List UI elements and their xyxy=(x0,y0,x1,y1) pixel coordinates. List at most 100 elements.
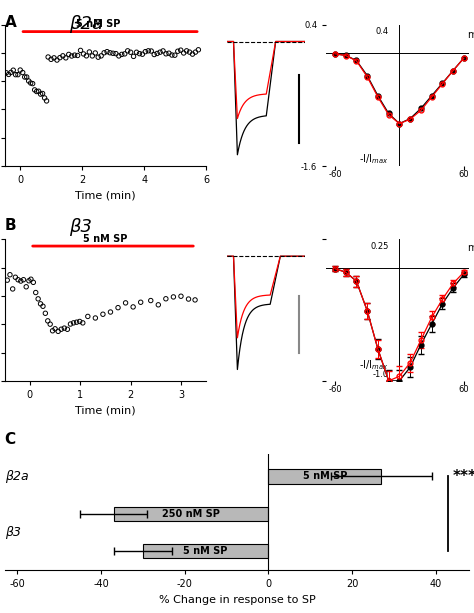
Point xyxy=(73,318,81,327)
Point xyxy=(68,51,75,61)
Point xyxy=(9,65,17,75)
Point xyxy=(55,327,62,337)
Point xyxy=(77,45,84,55)
Point xyxy=(17,276,25,286)
X-axis label: Time (min): Time (min) xyxy=(75,405,136,416)
X-axis label: Time (min): Time (min) xyxy=(75,191,136,200)
Text: 0.4: 0.4 xyxy=(375,28,389,36)
Text: 60: 60 xyxy=(458,170,469,178)
Point xyxy=(56,53,64,63)
Point xyxy=(37,299,45,309)
Point xyxy=(32,287,39,297)
Point xyxy=(100,48,108,58)
Point xyxy=(29,78,36,88)
Point xyxy=(91,48,99,58)
Text: mV: mV xyxy=(467,243,474,253)
Point xyxy=(147,295,155,305)
Point xyxy=(39,302,47,311)
Point xyxy=(89,51,96,61)
Bar xyxy=(114,507,268,521)
Point xyxy=(39,89,46,99)
Point xyxy=(177,291,185,301)
Point xyxy=(41,93,48,103)
X-axis label: % Change in response to SP: % Change in response to SP xyxy=(159,595,315,604)
Point xyxy=(29,278,37,287)
Point xyxy=(137,297,145,307)
Point xyxy=(91,313,99,323)
Point xyxy=(37,89,45,99)
Point xyxy=(43,96,50,106)
Text: 5 nM SP: 5 nM SP xyxy=(83,234,128,244)
Point xyxy=(21,72,28,82)
Text: β2a: β2a xyxy=(5,470,28,483)
Point xyxy=(112,48,119,58)
Point xyxy=(170,292,177,302)
Text: 60: 60 xyxy=(458,386,469,394)
Point xyxy=(106,48,114,58)
Point xyxy=(189,49,196,59)
Point xyxy=(42,308,49,318)
Point xyxy=(19,67,27,77)
Bar xyxy=(143,544,268,558)
Point xyxy=(133,47,140,57)
Point xyxy=(62,53,70,63)
Point xyxy=(129,302,137,312)
Point xyxy=(165,48,173,58)
Text: B: B xyxy=(5,218,17,232)
Point xyxy=(14,275,22,284)
Point xyxy=(23,72,30,82)
Point xyxy=(183,46,191,56)
Point xyxy=(71,50,78,60)
Point xyxy=(7,67,15,77)
Point xyxy=(147,46,155,56)
Point xyxy=(130,51,137,61)
Point xyxy=(177,45,184,55)
Point xyxy=(154,48,161,58)
Point xyxy=(70,318,77,328)
Point xyxy=(14,70,22,80)
Point xyxy=(118,50,126,59)
Point xyxy=(174,47,182,56)
Point xyxy=(12,70,19,80)
Point xyxy=(195,45,202,55)
Point xyxy=(20,275,27,284)
Point xyxy=(191,295,199,305)
Text: C: C xyxy=(5,432,16,447)
Point xyxy=(80,49,87,59)
Point xyxy=(3,275,11,285)
Point xyxy=(34,294,42,304)
Bar xyxy=(268,470,382,484)
Point xyxy=(122,298,129,308)
Point xyxy=(97,51,105,61)
Point xyxy=(145,46,152,56)
Point xyxy=(67,319,74,329)
Point xyxy=(59,51,67,61)
Point xyxy=(142,47,149,56)
Point xyxy=(53,55,61,65)
Point xyxy=(17,65,24,75)
Point xyxy=(115,51,123,61)
Point xyxy=(51,324,59,333)
Point xyxy=(6,270,14,280)
Point xyxy=(79,318,87,328)
Point xyxy=(45,52,52,62)
Point xyxy=(2,68,10,78)
Point xyxy=(121,49,128,59)
Text: ***: *** xyxy=(453,469,474,484)
Point xyxy=(150,50,158,59)
Point xyxy=(107,307,114,317)
Point xyxy=(57,324,65,334)
Point xyxy=(180,48,187,58)
Point xyxy=(162,49,170,59)
Point xyxy=(44,316,52,326)
Point xyxy=(155,300,162,310)
Text: mV: mV xyxy=(467,30,474,40)
Point xyxy=(138,49,146,59)
Point xyxy=(127,47,135,57)
Point xyxy=(22,282,30,292)
Text: β3: β3 xyxy=(5,526,21,539)
Point xyxy=(168,50,176,60)
Text: -1.0: -1.0 xyxy=(373,370,389,379)
Text: 5 nM SP: 5 nM SP xyxy=(303,471,347,481)
Point xyxy=(162,294,170,303)
